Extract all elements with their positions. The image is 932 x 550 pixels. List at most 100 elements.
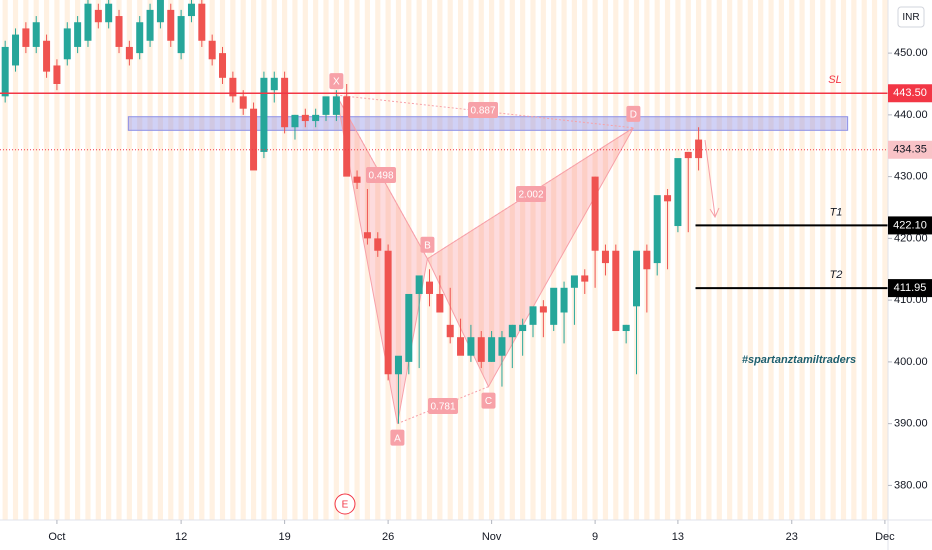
candle-body xyxy=(550,287,558,325)
candle-body xyxy=(1,46,9,97)
x-tick-label: 23 xyxy=(786,531,798,543)
stripe xyxy=(758,0,764,520)
candle-body xyxy=(684,151,692,159)
stripe xyxy=(727,0,733,520)
stripe xyxy=(95,0,101,520)
stripe xyxy=(333,0,339,520)
stripe xyxy=(188,0,195,520)
x-tick-label: 12 xyxy=(175,531,187,543)
candle-body xyxy=(177,16,185,54)
candle-body xyxy=(353,176,361,183)
candle-body xyxy=(332,96,340,115)
candle-body xyxy=(94,9,102,23)
stripe xyxy=(489,0,495,520)
target-arrow xyxy=(704,139,720,219)
last-price-box xyxy=(888,140,932,159)
stripe xyxy=(230,0,236,520)
candle-body xyxy=(384,250,392,375)
candle-body xyxy=(125,46,133,60)
y-tick-label: 430.00 xyxy=(894,171,928,183)
stripe xyxy=(426,0,433,520)
x-tick-label: 13 xyxy=(672,531,684,543)
stripe xyxy=(54,0,60,520)
stripe xyxy=(302,0,308,520)
candle-body xyxy=(653,195,661,264)
stripe xyxy=(416,0,422,520)
stripe xyxy=(437,0,443,520)
stripe xyxy=(468,0,474,520)
candle-body xyxy=(633,250,641,307)
candle-body xyxy=(436,293,444,313)
stripe xyxy=(261,0,267,520)
stripe xyxy=(168,0,174,520)
stripe xyxy=(809,0,816,520)
candle-body xyxy=(281,77,289,128)
x-tick-label: Oct xyxy=(48,531,65,543)
pattern-point-box xyxy=(626,105,641,122)
stripe xyxy=(250,0,257,520)
candle-body xyxy=(63,28,71,60)
candle-body xyxy=(198,3,206,41)
stripe xyxy=(540,0,546,520)
candle-body xyxy=(529,306,537,325)
stripe xyxy=(675,0,681,520)
candle-body xyxy=(146,9,154,41)
stripe xyxy=(23,0,29,520)
ratio-label: 2.002 xyxy=(518,190,543,201)
level-price-box xyxy=(888,279,932,298)
stripe xyxy=(623,0,629,520)
candle-body xyxy=(622,324,630,332)
stripe xyxy=(789,0,795,520)
ratio-box xyxy=(468,102,498,118)
candle-body xyxy=(219,53,227,78)
candle-body xyxy=(322,96,330,115)
stripe xyxy=(509,0,515,520)
stripe xyxy=(768,0,774,520)
stripe xyxy=(716,0,722,520)
candle-body xyxy=(415,275,423,294)
stripe xyxy=(157,0,164,520)
currency-box[interactable] xyxy=(897,6,925,28)
candle-body xyxy=(446,324,454,338)
candle-body xyxy=(312,114,320,122)
y-tick-label: 390.00 xyxy=(894,418,928,430)
candle-body xyxy=(343,96,351,177)
candle-body xyxy=(581,275,589,282)
stripe xyxy=(116,0,122,520)
event-marker-label: E xyxy=(342,500,349,511)
candle-body xyxy=(498,337,506,356)
annotation: #spartanztamiltraders xyxy=(742,354,856,366)
candle-body xyxy=(187,3,195,17)
pattern-ratio-line xyxy=(427,127,634,260)
pattern-point-label: D xyxy=(630,109,637,120)
pattern-point-box xyxy=(390,429,405,446)
stripe xyxy=(747,0,753,520)
stripe xyxy=(147,0,153,520)
level-price-label: 443.50 xyxy=(893,87,927,99)
candle-body xyxy=(457,337,465,356)
stripe xyxy=(137,0,143,520)
candle-body xyxy=(239,96,247,109)
level-name: T1 xyxy=(830,206,843,218)
candle-body xyxy=(22,28,30,47)
stripe xyxy=(64,0,70,520)
level-price-box xyxy=(888,216,932,235)
ratio-label: 0.781 xyxy=(430,402,455,413)
stripe xyxy=(861,0,867,520)
candle-body xyxy=(674,158,682,227)
stripe xyxy=(820,0,826,520)
stripe xyxy=(323,0,329,520)
stripe xyxy=(209,0,215,520)
candle-body xyxy=(84,3,92,41)
candle-body xyxy=(570,275,578,288)
pattern-point-label: C xyxy=(485,396,492,407)
candle-body xyxy=(539,306,547,313)
candle-body xyxy=(270,77,278,91)
stripe xyxy=(313,0,319,520)
x-tick-label: 9 xyxy=(592,531,598,543)
stripe xyxy=(685,0,691,520)
stripe xyxy=(551,0,557,520)
stripe xyxy=(33,0,39,520)
